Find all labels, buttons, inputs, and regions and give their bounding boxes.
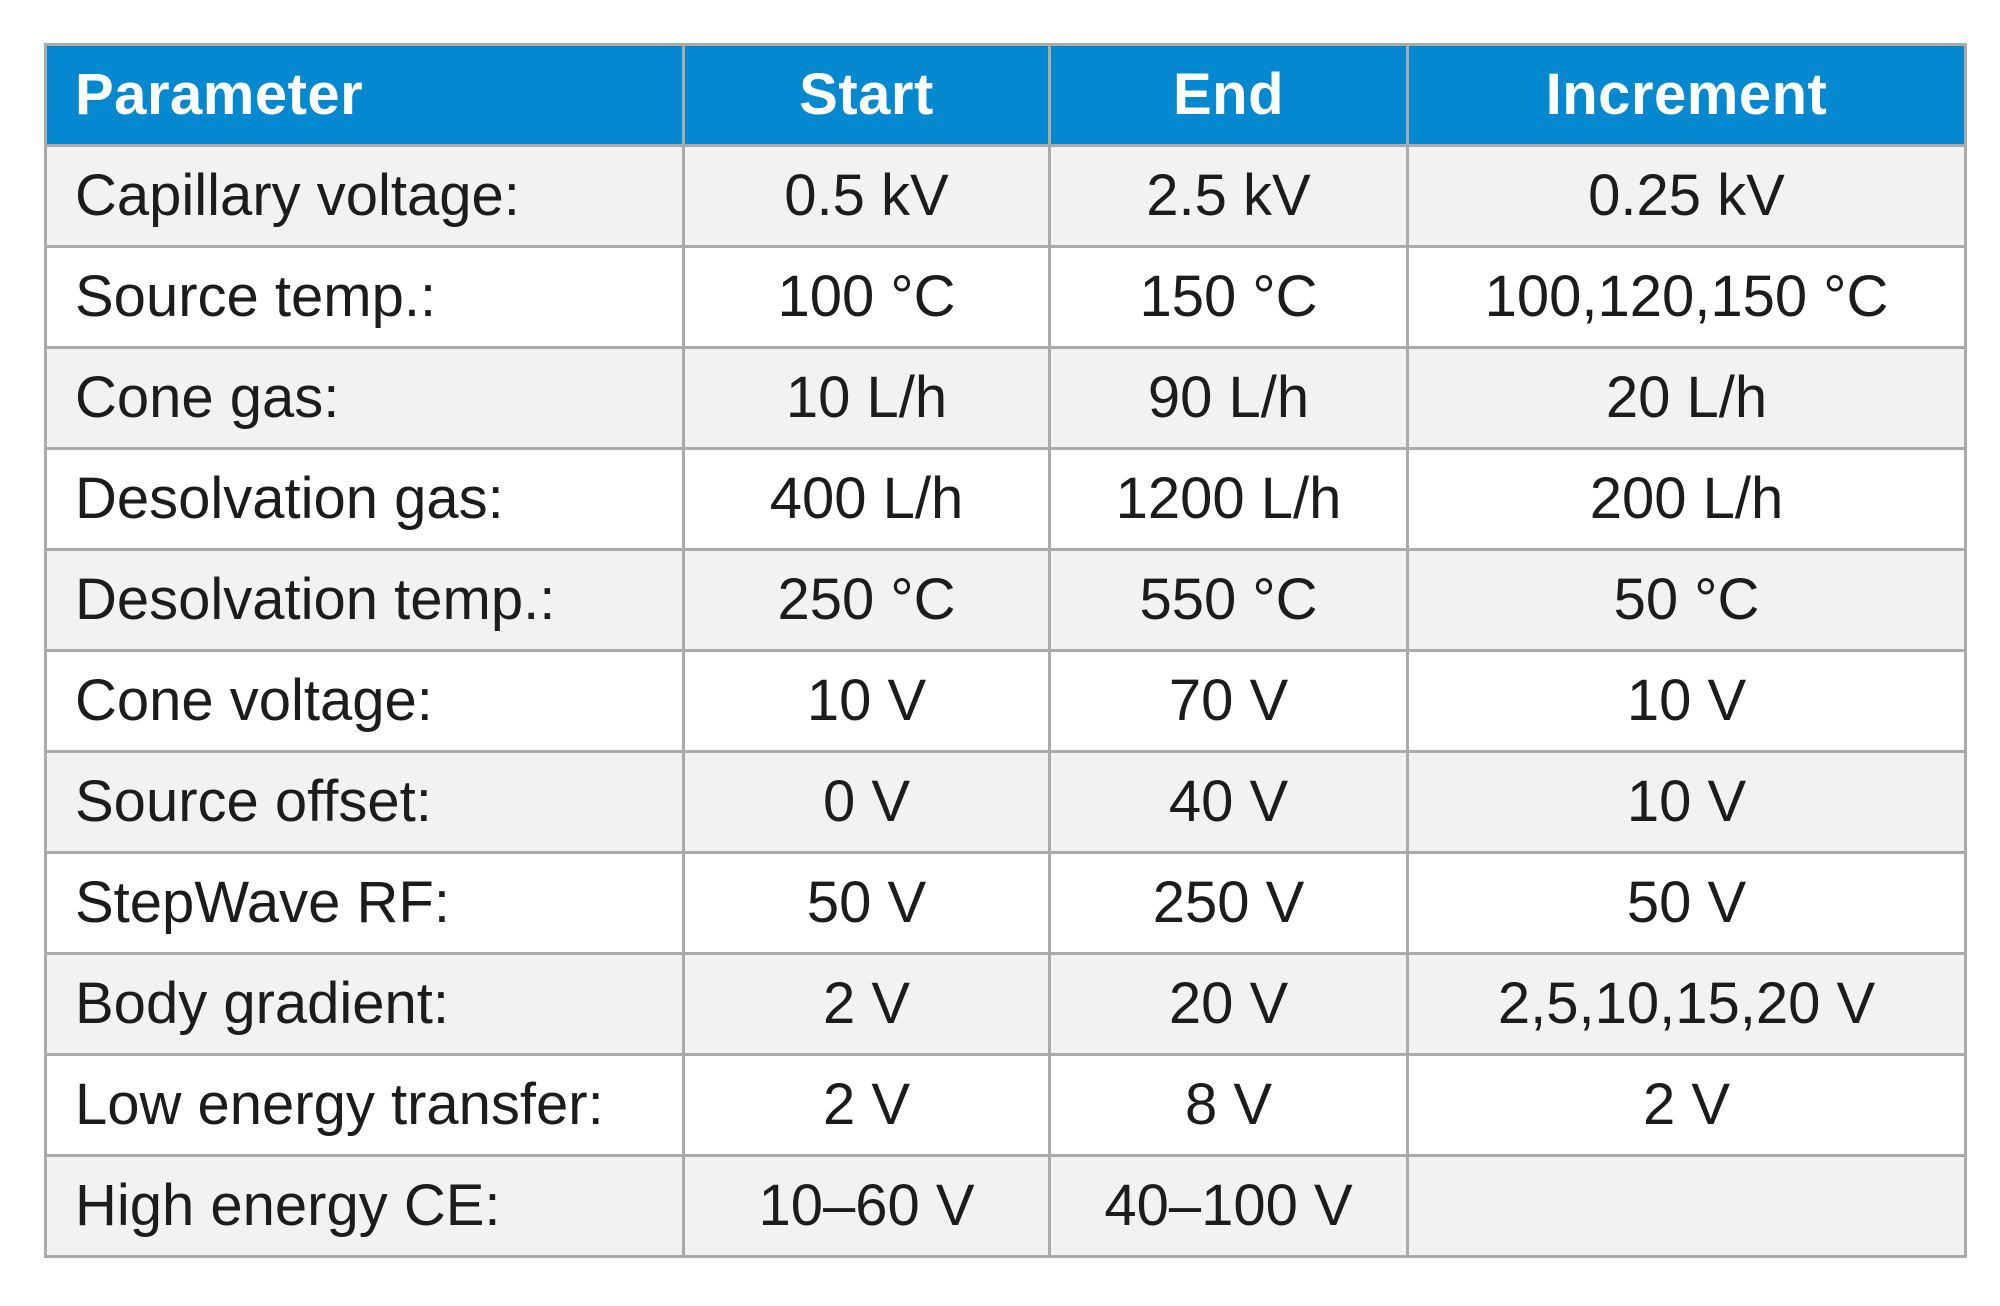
increment-cell: 10 V (1406, 649, 1967, 753)
end-cell: 2.5 kV (1048, 144, 1409, 248)
header-row: Parameter Start End Increment (44, 43, 1967, 147)
header-increment: Increment (1406, 43, 1967, 147)
parameter-cell: StepWave RF: (44, 851, 685, 955)
parameter-cell: Source offset: (44, 750, 685, 854)
table-row: Cone gas: 10 L/h 90 L/h 20 L/h (44, 346, 1967, 450)
end-cell: 1200 L/h (1048, 447, 1409, 551)
increment-cell: 10 V (1406, 750, 1967, 854)
increment-cell: 2 V (1406, 1053, 1967, 1157)
header-start: Start (682, 43, 1051, 147)
start-cell: 100 °C (682, 245, 1051, 349)
end-cell: 40–100 V (1048, 1154, 1409, 1258)
increment-cell: 2,5,10,15,20 V (1406, 952, 1967, 1056)
parameter-cell: Desolvation gas: (44, 447, 685, 551)
increment-cell: 50 °C (1406, 548, 1967, 652)
parameter-cell: Cone gas: (44, 346, 685, 450)
table-row: Desolvation gas: 400 L/h 1200 L/h 200 L/h (44, 447, 1967, 551)
table-header: Parameter Start End Increment (44, 43, 1967, 147)
table-row: Cone voltage: 10 V 70 V 10 V (44, 649, 1967, 753)
end-cell: 20 V (1048, 952, 1409, 1056)
parameter-table: Parameter Start End Increment Capillary … (44, 43, 1967, 1258)
end-cell: 70 V (1048, 649, 1409, 753)
table-row: Capillary voltage: 0.5 kV 2.5 kV 0.25 kV (44, 144, 1967, 248)
start-cell: 10–60 V (682, 1154, 1051, 1258)
table-row: High energy CE: 10–60 V 40–100 V (44, 1154, 1967, 1258)
table-body: Capillary voltage: 0.5 kV 2.5 kV 0.25 kV Sou… (44, 144, 1967, 1258)
table-row: Source offset: 0 V 40 V 10 V (44, 750, 1967, 854)
increment-cell: 50 V (1406, 851, 1967, 955)
increment-cell: 0.25 kV (1406, 144, 1967, 248)
end-cell: 550 °C (1048, 548, 1409, 652)
start-cell: 2 V (682, 1053, 1051, 1157)
parameter-cell: Low energy transfer: (44, 1053, 685, 1157)
increment-cell: 100,120,150 °C (1406, 245, 1967, 349)
table-row: Desolvation temp.: 250 °C 550 °C 50 °C (44, 548, 1967, 652)
end-cell: 40 V (1048, 750, 1409, 854)
header-end: End (1048, 43, 1409, 147)
parameter-cell: Source temp.: (44, 245, 685, 349)
increment-cell (1406, 1154, 1967, 1258)
table-row: StepWave RF: 50 V 250 V 50 V (44, 851, 1967, 955)
start-cell: 10 V (682, 649, 1051, 753)
parameter-cell: High energy CE: (44, 1154, 685, 1258)
start-cell: 50 V (682, 851, 1051, 955)
table-row: Source temp.: 100 °C 150 °C 100,120,150 °C (44, 245, 1967, 349)
start-cell: 400 L/h (682, 447, 1051, 551)
start-cell: 0 V (682, 750, 1051, 854)
parameter-cell: Body gradient: (44, 952, 685, 1056)
parameter-cell: Capillary voltage: (44, 144, 685, 248)
start-cell: 2 V (682, 952, 1051, 1056)
end-cell: 90 L/h (1048, 346, 1409, 450)
parameter-cell: Cone voltage: (44, 649, 685, 753)
header-parameter: Parameter (44, 43, 685, 147)
end-cell: 150 °C (1048, 245, 1409, 349)
increment-cell: 20 L/h (1406, 346, 1967, 450)
start-cell: 10 L/h (682, 346, 1051, 450)
table-row: Body gradient: 2 V 20 V 2,5,10,15,20 V (44, 952, 1967, 1056)
start-cell: 0.5 kV (682, 144, 1051, 248)
parameter-cell: Desolvation temp.: (44, 548, 685, 652)
end-cell: 8 V (1048, 1053, 1409, 1157)
end-cell: 250 V (1048, 851, 1409, 955)
start-cell: 250 °C (682, 548, 1051, 652)
increment-cell: 200 L/h (1406, 447, 1967, 551)
